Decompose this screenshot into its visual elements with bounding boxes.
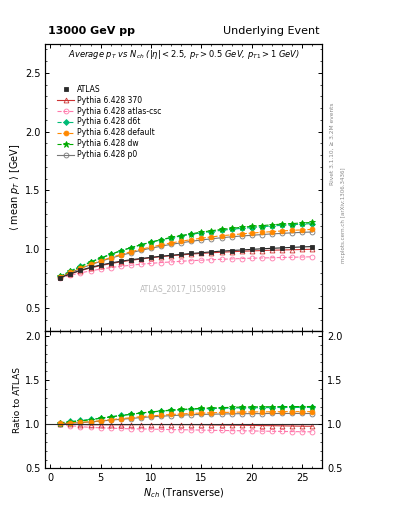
Text: 13000 GeV pp: 13000 GeV pp <box>48 26 135 36</box>
Text: mcplots.cern.ch [arXiv:1306.3436]: mcplots.cern.ch [arXiv:1306.3436] <box>342 167 346 263</box>
Text: Underlying Event: Underlying Event <box>223 26 320 36</box>
Text: ATLAS_2017_I1509919: ATLAS_2017_I1509919 <box>140 284 227 293</box>
Legend: ATLAS, Pythia 6.428 370, Pythia 6.428 atlas-csc, Pythia 6.428 d6t, Pythia 6.428 : ATLAS, Pythia 6.428 370, Pythia 6.428 at… <box>57 85 162 159</box>
Text: Rivet 3.1.10, ≥ 3.2M events: Rivet 3.1.10, ≥ 3.2M events <box>330 102 334 185</box>
X-axis label: $N_{ch}$ (Transverse): $N_{ch}$ (Transverse) <box>143 486 224 500</box>
Y-axis label: $\langle$ mean $p_T$ $\rangle$ [GeV]: $\langle$ mean $p_T$ $\rangle$ [GeV] <box>8 144 22 231</box>
Y-axis label: Ratio to ATLAS: Ratio to ATLAS <box>13 367 22 433</box>
Text: Average $p_T$ vs $N_{ch}$ ($|\eta| < 2.5$, $p_T > 0.5$ GeV, $p_{T1} > 1$ GeV): Average $p_T$ vs $N_{ch}$ ($|\eta| < 2.5… <box>68 48 300 61</box>
